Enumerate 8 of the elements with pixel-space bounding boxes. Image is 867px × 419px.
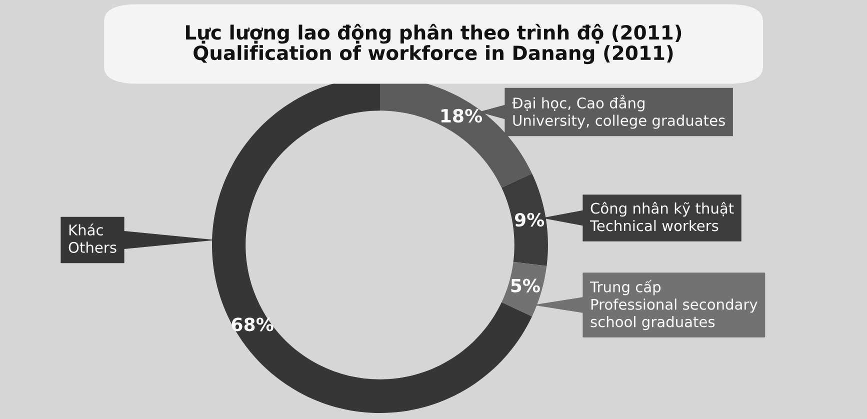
- data-label: 5%: [511, 278, 540, 292]
- data-label: 18%: [441, 108, 482, 123]
- legend-label: Đại học, Cao đẳng University, college graduates: [512, 95, 725, 129]
- chart-title: Lực lượng lao động phân theo trình độ (2011) Qualification of workforce in Danang (2011): [186, 24, 682, 64]
- legend-label: Công nhân kỹ thuật Technical workers: [590, 202, 734, 232]
- legend-label: Trung cấp Professional secondary school graduates: [590, 280, 758, 330]
- slice-label: Khác Others: [68, 224, 116, 253]
- data-label: 9%: [514, 212, 544, 227]
